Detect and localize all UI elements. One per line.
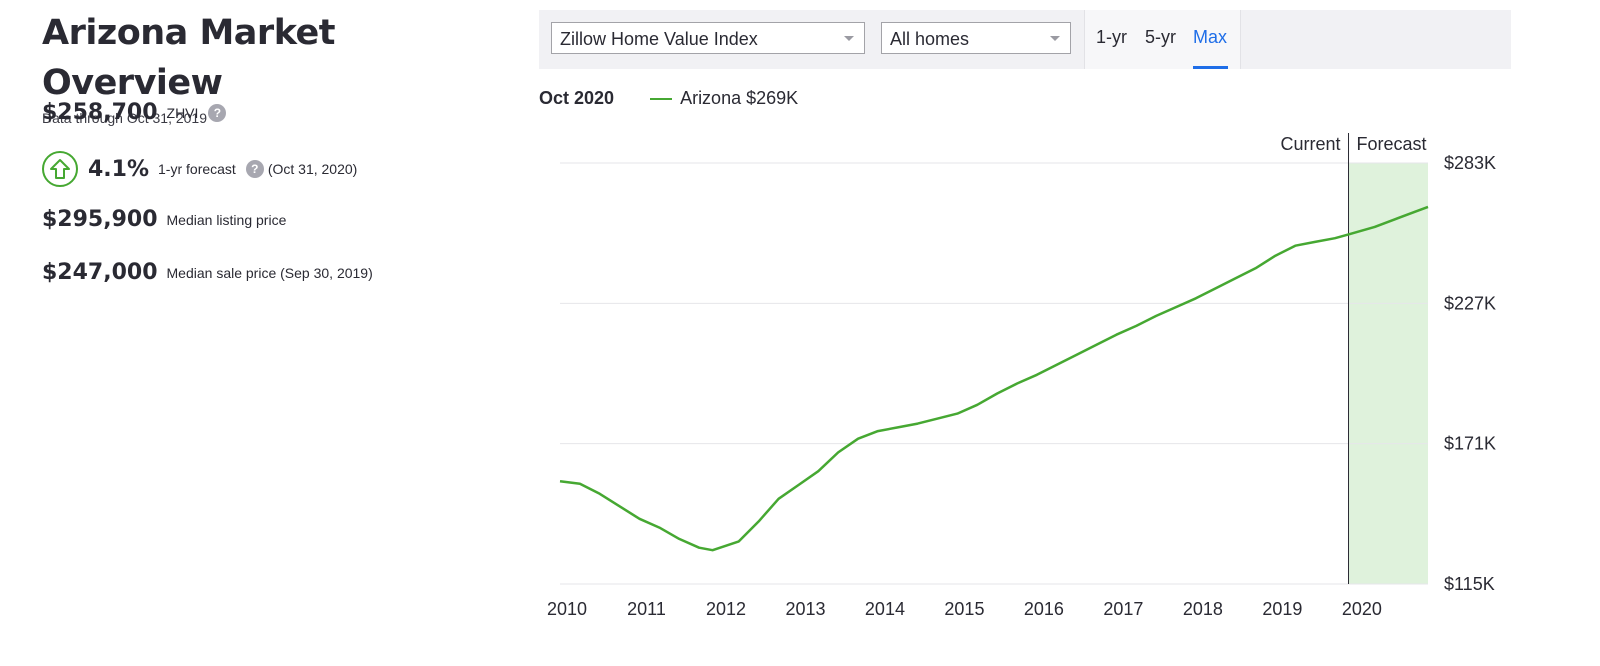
range-max-button[interactable]: Max (1193, 27, 1228, 47)
y-tick-label: $171K (1444, 434, 1496, 454)
listing-price-stat: $295,900 Median listing price (42, 207, 286, 232)
zhvi-help-icon[interactable]: ? (208, 103, 227, 122)
zhvi-value: $258,700 (42, 100, 158, 125)
forecast-value: 4.1% (88, 156, 150, 182)
listing-price-label: Median listing price (166, 211, 287, 228)
chevron-down-icon (844, 36, 854, 41)
x-tick-label: 2013 (785, 599, 825, 619)
sale-price-label: Median sale price (Sep 30, 2019) (166, 264, 373, 281)
range-5yr-button[interactable]: 5-yr (1145, 27, 1176, 47)
chart-controls: Zillow Home Value Index All homes 1-yr 5… (539, 10, 1511, 69)
chart-legend: Oct 2020 Arizona $269K (539, 88, 798, 109)
chevron-down-icon (1050, 36, 1060, 41)
active-range-indicator (1193, 66, 1228, 69)
x-tick-label: 2018 (1183, 599, 1223, 619)
metric-select[interactable]: Zillow Home Value Index (551, 22, 865, 54)
range-toggle-group (1084, 10, 1241, 69)
x-tick-label: 2010 (547, 599, 587, 619)
forecast-label: Forecast (1357, 134, 1427, 154)
forecast-region (1348, 163, 1428, 584)
y-tick-label: $227K (1444, 293, 1496, 313)
zhvi-stat: $258,700 ZHVI ? (42, 100, 227, 125)
current-label: Current (1280, 134, 1340, 154)
x-tick-label: 2016 (1024, 599, 1064, 619)
legend-series-label: Arizona $269K (680, 88, 799, 108)
x-tick-label: 2017 (1103, 599, 1143, 619)
home-type-select[interactable]: All homes (881, 22, 1071, 54)
data-through-date: Data through Oct 31, 2019 (42, 110, 207, 126)
x-tick-label: 2012 (706, 599, 746, 619)
sale-price-value: $247,000 (42, 260, 158, 285)
x-tick-label: 2014 (865, 599, 905, 619)
y-tick-label: $283K (1444, 153, 1496, 173)
arrow-up-icon (42, 151, 78, 187)
x-tick-label: 2019 (1262, 599, 1302, 619)
legend-date: Oct 2020 (539, 88, 615, 108)
page-title: Arizona Market Overview (42, 13, 336, 103)
forecast-label: 1-yr forecast (158, 161, 236, 177)
market-summary: Arizona Market Overview Data through Oct… (42, 8, 512, 285)
series-line-arizona (559, 205, 1429, 552)
range-1yr-button[interactable]: 1-yr (1096, 27, 1127, 47)
legend-swatch (650, 97, 673, 100)
forecast-date: (Oct 31, 2020) (267, 161, 358, 177)
forecast-stat: 4.1% 1-yr forecast ? (Oct 31, 2020) (42, 151, 357, 187)
metric-select-value: Zillow Home Value Index (560, 29, 758, 49)
home-type-select-value: All homes (890, 29, 970, 49)
listing-price-value: $295,900 (42, 207, 158, 232)
x-tick-label: 2011 (627, 599, 666, 619)
x-tick-label: 2020 (1342, 599, 1382, 619)
x-tick-label: 2015 (944, 599, 984, 619)
forecast-help-icon[interactable]: ? (245, 160, 264, 178)
y-tick-label: $115K (1444, 574, 1495, 594)
sale-price-stat: $247,000 Median sale price (Sep 30, 2019… (42, 260, 373, 285)
zhvi-label: ZHVI (166, 104, 199, 121)
